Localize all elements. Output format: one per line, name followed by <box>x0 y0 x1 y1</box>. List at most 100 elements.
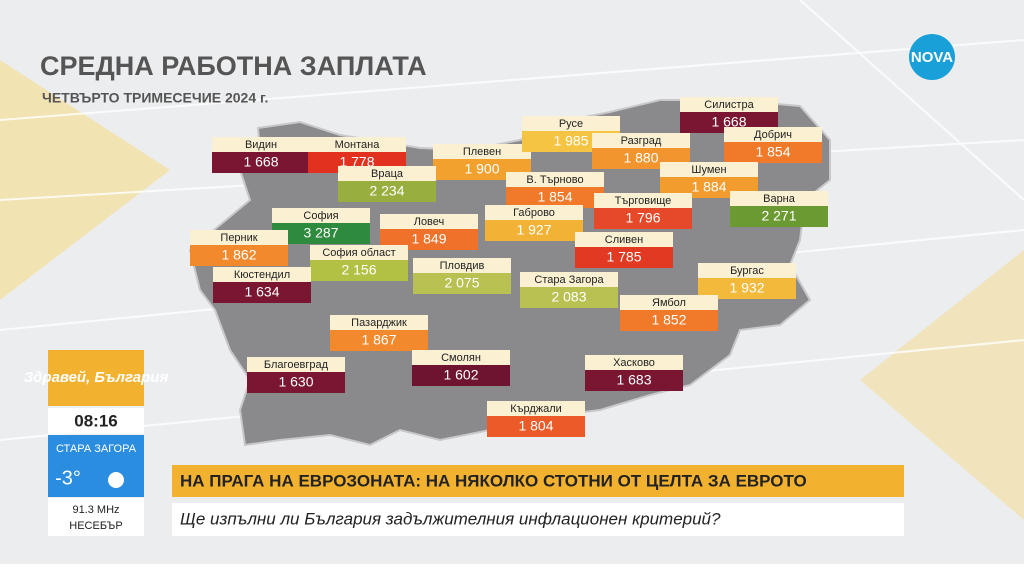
region-name-box <box>620 295 718 310</box>
logo: NOVA <box>911 49 953 66</box>
region-value: 2 075 <box>444 275 479 291</box>
region-name-box <box>272 208 370 223</box>
region-value: 1 630 <box>278 374 313 390</box>
region-value-box <box>338 181 436 202</box>
region-name: В. Търново <box>526 174 583 186</box>
region-name-box <box>594 193 692 208</box>
region-name: Плевен <box>463 146 501 158</box>
headline-bar <box>172 465 904 497</box>
region-name-box <box>213 267 311 282</box>
region-name: Търговище <box>615 195 672 207</box>
region-value: 1 867 <box>361 332 396 348</box>
subline: Ще изпълни ли България задължителния инф… <box>180 509 721 528</box>
region-name: Варна <box>763 193 796 205</box>
region-name-box <box>247 357 345 372</box>
region-value-box <box>724 142 822 163</box>
region-value-box <box>213 282 311 303</box>
region-name-box <box>506 172 604 187</box>
region-name-box <box>680 97 778 112</box>
show-name: Здравей, България <box>24 369 169 386</box>
city: СТАРА ЗАГОРА <box>56 443 137 455</box>
region-name-box <box>660 162 758 177</box>
region-value-box <box>730 206 828 227</box>
region-value: 1 854 <box>537 189 572 205</box>
weather-box <box>48 435 144 497</box>
region-name: Стара Загора <box>534 274 604 286</box>
region-value: 1 862 <box>221 247 256 263</box>
radio-city: НЕСЕБЪР <box>69 520 122 532</box>
region-value: 1 852 <box>651 312 686 328</box>
region-value-box <box>520 287 618 308</box>
region-value: 1 804 <box>518 418 553 434</box>
region-value: 1 668 <box>243 154 278 170</box>
region-name: Перник <box>220 232 257 244</box>
region-value: 1 778 <box>339 154 374 170</box>
region-name-box <box>485 205 583 220</box>
region-value: 1 932 <box>729 280 764 296</box>
region-value-box <box>413 273 511 294</box>
region-value: 2 234 <box>369 183 404 199</box>
region-name-box <box>585 355 683 370</box>
region-value-box <box>412 365 510 386</box>
region-name-box <box>212 137 310 152</box>
region-value-box <box>575 247 673 268</box>
region-name-box <box>380 214 478 229</box>
headline: НА ПРАГА НА ЕВРОЗОНАТА: НА НЯКОЛКО СТОТН… <box>180 471 807 490</box>
region-name: Видин <box>245 139 277 151</box>
region-name-box <box>330 315 428 330</box>
region-value-box <box>506 187 604 208</box>
region-name: Добрич <box>754 129 792 141</box>
region-name: Шумен <box>691 164 726 176</box>
region-name-box <box>724 127 822 142</box>
region-name: Ямбол <box>652 297 686 309</box>
region-name-box <box>433 144 531 159</box>
regions: Видин 1 668 Монтана 1 778 Плевен 1 900 Русе 1 9… <box>190 97 828 437</box>
region-name-box <box>698 263 796 278</box>
region-name: Пазарджик <box>351 317 407 329</box>
region-value: 1 884 <box>691 179 726 195</box>
region-value: 1 602 <box>443 367 478 383</box>
region-value: 1 668 <box>711 114 746 130</box>
region-value: 1 785 <box>606 249 641 265</box>
region-value-box <box>594 208 692 229</box>
region-name: Бургас <box>730 265 764 277</box>
region-name-box <box>338 166 436 181</box>
region-name: Враца <box>371 168 404 180</box>
region-value-box <box>698 278 796 299</box>
decor <box>0 60 170 300</box>
region-name: Габрово <box>513 207 555 219</box>
region-name-box <box>487 401 585 416</box>
subtitle: ЧЕТВЪРТО ТРИМЕСЕЧИЕ 2024 г. <box>42 90 268 106</box>
decor <box>860 250 1024 520</box>
region-name-box <box>730 191 828 206</box>
region-name: Кърджали <box>510 403 562 415</box>
region-name: Монтана <box>335 139 381 151</box>
region-value-box <box>247 372 345 393</box>
region-name-box <box>413 258 511 273</box>
region-value: 1 880 <box>623 150 658 166</box>
region-name-box <box>308 137 406 152</box>
region-value: 1 900 <box>464 161 499 177</box>
region-value: 1 683 <box>616 372 651 388</box>
region-name: Смолян <box>441 352 481 364</box>
region-value: 1 849 <box>411 231 446 247</box>
time: 08:16 <box>74 411 117 430</box>
region-name: София област <box>322 247 395 259</box>
region-value: 1 796 <box>625 210 660 226</box>
region-name: Благоевград <box>264 359 329 371</box>
region-value: 2 156 <box>341 262 376 278</box>
show-box <box>48 350 144 406</box>
region-name: Разград <box>621 135 662 147</box>
region-name-box <box>522 116 620 131</box>
region-name: Сливен <box>605 234 643 246</box>
region-value-box <box>212 152 310 173</box>
region-value: 1 927 <box>516 222 551 238</box>
sun-icon <box>108 472 124 488</box>
region-value: 2 271 <box>761 208 796 224</box>
region-name: Русе <box>559 118 583 130</box>
subline-bar <box>172 503 904 536</box>
region-value-box <box>190 245 288 266</box>
region-value-box <box>585 370 683 391</box>
region-value-box <box>272 223 370 244</box>
